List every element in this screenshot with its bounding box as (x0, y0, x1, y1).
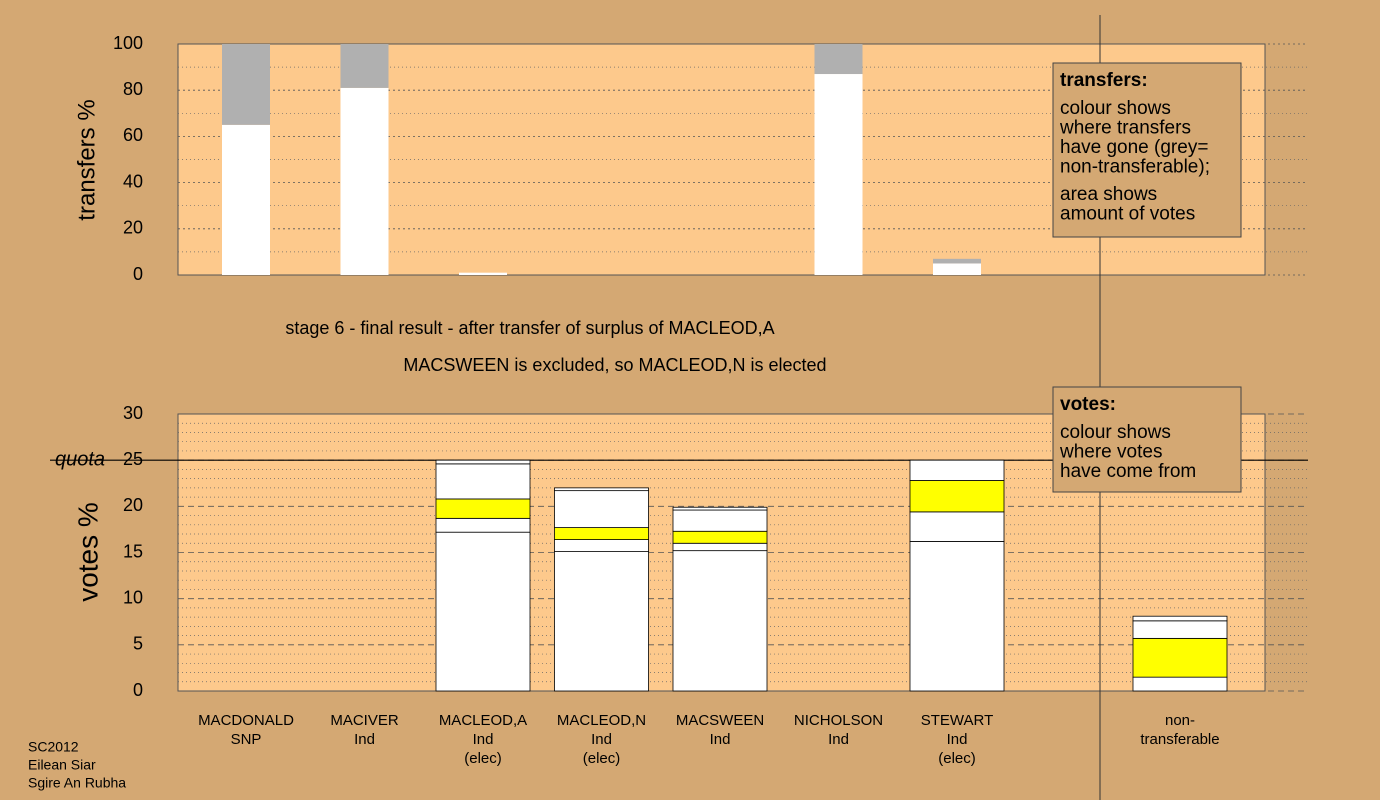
bar-segment (909, 459, 1005, 481)
bar-segment (814, 44, 863, 75)
x-tick-label: Ind (947, 731, 968, 748)
y-tick-label: 10 (123, 587, 143, 607)
y-axis-label: votes % (72, 502, 103, 602)
y-tick-label: 20 (123, 218, 143, 238)
y-tick-label: 5 (133, 634, 143, 654)
bar-segment (222, 124, 270, 275)
x-tick-label: Ind (828, 731, 849, 748)
bar-segment (554, 487, 649, 492)
x-tick-label: Ind (710, 731, 731, 748)
legend-text: have gone (grey= (1060, 137, 1208, 158)
legend-text: colour shows (1060, 422, 1171, 443)
bar-segment (435, 498, 531, 519)
x-tick-label: (elec) (583, 750, 621, 767)
bar-segment (909, 480, 1005, 513)
legend-text: where transfers (1059, 118, 1191, 139)
legend-text: area shows (1060, 184, 1157, 205)
bar-segment (672, 530, 768, 544)
x-tick-label: non- (1165, 712, 1195, 729)
bar-segment (672, 550, 768, 692)
legend-title: votes: (1060, 394, 1116, 415)
y-tick-label: 0 (133, 680, 143, 700)
bar-segment (435, 531, 531, 692)
bar-segment (672, 506, 768, 511)
bar-segment (554, 527, 649, 540)
y-tick-label: 80 (123, 79, 143, 99)
bar-segment (672, 509, 768, 532)
quota-label: quota (55, 448, 105, 470)
x-tick-label: MACDONALD (198, 712, 294, 729)
y-tick-label: 20 (123, 495, 143, 515)
x-tick-label: Ind (473, 731, 494, 748)
bar-segment (459, 272, 507, 275)
legend-text: non-transferable); (1060, 157, 1210, 178)
bar-segment (554, 551, 649, 692)
y-axis-label: transfers % (73, 99, 100, 220)
footer-text: SC2012 (28, 739, 79, 755)
x-tick-label: Ind (591, 731, 612, 748)
x-tick-label: MACIVER (330, 712, 399, 729)
bar-segment (909, 541, 1005, 692)
y-tick-label: 30 (123, 403, 143, 423)
y-tick-label: 15 (123, 541, 143, 561)
bar-segment (814, 74, 863, 275)
y-tick-label: 60 (123, 125, 143, 145)
bar-segment (222, 44, 270, 125)
legend-title: transfers: (1060, 70, 1148, 91)
bar-segment (340, 44, 389, 88)
bar-segment (1132, 620, 1228, 639)
x-tick-label: SNP (231, 731, 262, 748)
x-tick-label: Ind (354, 731, 375, 748)
bar-segment (1132, 637, 1228, 678)
bar-segment (672, 542, 768, 552)
footer-text: Sgire An Rubha (28, 775, 126, 791)
bar-segment (933, 258, 981, 264)
legend-box (1052, 62, 1242, 238)
x-tick-label: transferable (1140, 731, 1219, 748)
x-tick-label: MACLEOD,A (439, 712, 527, 729)
chart-subtitle: MACSWEEN is excluded, so MACLEOD,N is el… (403, 355, 826, 375)
x-tick-label: (elec) (938, 750, 976, 767)
bar-segment (933, 263, 981, 275)
legend-text: amount of votes (1060, 204, 1195, 225)
bar-segment (554, 490, 649, 528)
legend-text: have come from (1060, 461, 1196, 482)
bar-segment (340, 87, 389, 275)
x-tick-label: MACLEOD,N (557, 712, 646, 729)
bar-segment (435, 463, 531, 500)
bar-segment (435, 517, 531, 533)
chart-title: stage 6 - final result - after transfer … (285, 318, 774, 338)
y-tick-label: 100 (113, 33, 143, 53)
bar-segment (1132, 676, 1228, 692)
legend-text: colour shows (1060, 98, 1171, 119)
bar-segment (554, 539, 649, 552)
y-tick-label: 25 (123, 449, 143, 469)
legend-text: where votes (1059, 442, 1162, 463)
y-tick-label: 40 (123, 171, 143, 191)
footer-text: Eilean Siar (28, 757, 96, 773)
x-tick-label: STEWART (921, 712, 994, 729)
y-tick-label: 0 (133, 264, 143, 284)
bar-segment (1132, 615, 1228, 622)
legend-box (1052, 386, 1242, 493)
x-tick-label: MACSWEEN (676, 712, 764, 729)
x-tick-label: NICHOLSON (794, 712, 883, 729)
bar-segment (435, 459, 531, 465)
x-tick-label: (elec) (464, 750, 502, 767)
bar-segment (909, 511, 1005, 542)
